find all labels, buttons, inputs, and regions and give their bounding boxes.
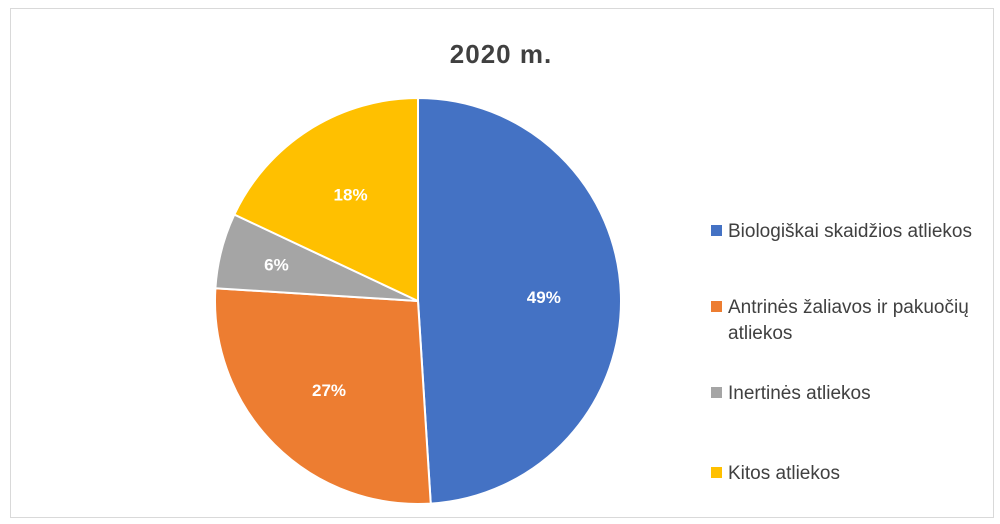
chart-title: 2020 m. <box>449 39 553 69</box>
pie-slice-recyclables <box>214 287 432 505</box>
chart-area: 2020 m. 49% 27% 6% 18% Biologiškai skaidžio… <box>10 8 994 518</box>
legend-item-biological: Biologiškai skaidžios atliekos <box>711 219 998 245</box>
legend-label-other: Kitos atliekos <box>728 463 840 484</box>
pie-slice-biological <box>417 96 622 505</box>
legend-item-recyclables: Antrinės žaliavos ir pakuočių atliekos <box>711 295 978 347</box>
legend-label-inert: Inertinės atliekos <box>728 383 871 404</box>
data-label-biological: 49% <box>527 288 561 307</box>
pie-slice-other <box>232 96 419 303</box>
legend-item-inert: Inertinės atliekos <box>711 381 998 407</box>
data-label-other: 18% <box>334 186 368 205</box>
data-label-recyclables: 27% <box>312 381 346 400</box>
legend-label-biological: Biologiškai skaidžios atliekos <box>728 221 972 242</box>
legend-swatch-biological <box>711 225 722 236</box>
data-label-inert: 6% <box>264 256 289 275</box>
legend-swatch-inert <box>711 387 722 398</box>
pie-chart: 49% 27% 6% 18% <box>214 96 622 505</box>
legend-swatch-recyclables <box>711 301 722 312</box>
legend-swatch-other <box>711 467 722 478</box>
legend-item-other: Kitos atliekos <box>711 461 998 487</box>
legend-label-recyclables: Antrinės žaliavos ir pakuočių atliekos <box>728 297 969 344</box>
